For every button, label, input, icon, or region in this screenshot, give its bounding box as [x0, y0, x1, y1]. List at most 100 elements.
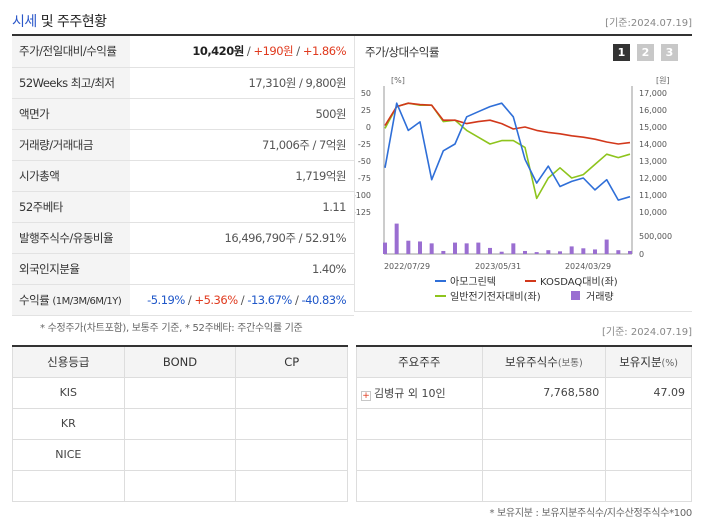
volume-bar — [616, 250, 621, 254]
chart-page-1-button[interactable]: 1 — [613, 44, 630, 61]
volume-bar — [511, 243, 516, 254]
holder-name-cell[interactable]: + 김병규 외 10인 — [356, 376, 483, 409]
chart-title: 주가/상대수익률 — [365, 45, 439, 59]
legend-label: 거래량 — [586, 291, 614, 303]
left-tick-label: -75 — [358, 174, 371, 183]
right-tick-label: 11,000 — [639, 191, 667, 200]
credit-agency: KIS — [12, 376, 125, 409]
legend-label: KOSDAQ대비(좌) — [540, 276, 618, 288]
credit-rating-table: 신용등급 BOND CP KIS KR NICE — [12, 345, 348, 502]
holders-header-name: 주요주주 — [356, 346, 483, 378]
volume-bar — [558, 251, 562, 254]
table-row — [12, 469, 348, 502]
return-1m: -5.19% — [147, 292, 185, 307]
volume-bar — [488, 247, 492, 254]
par-label: 액면가 — [12, 98, 130, 130]
price-value: 10,420원 — [192, 44, 244, 59]
return-label-cell: 수익률 (1M/3M/6M/1Y) — [12, 284, 130, 316]
volume-label: 거래량/거래대금 — [12, 129, 130, 161]
chart-page-2-button[interactable]: 2 — [637, 44, 654, 61]
title-prefix: 시세 — [12, 14, 37, 30]
holder-shares — [481, 407, 607, 440]
return-periods: (1M/3M/6M/1Y) — [52, 295, 122, 307]
weeks-label: 52Weeks 최고/최저 — [12, 67, 130, 99]
table-row — [356, 407, 692, 440]
table-row: 외국인지분율 1.40% — [12, 253, 354, 285]
left-tick-label: -25 — [358, 140, 371, 149]
volume-tick-label: 0 — [639, 250, 644, 259]
holders-header-shares: 보유주식수(보통) — [481, 346, 607, 378]
x-tick-label: 2024/03/29 — [565, 262, 611, 271]
holders-header-pct-unit: (%) — [661, 357, 678, 369]
volume-bar — [429, 243, 434, 254]
holder-shares — [481, 438, 607, 471]
section-header: 시세 및 주주현황 [기준:2024.07.19] — [12, 11, 692, 31]
holder-name[interactable]: 김병규 외 10인 — [374, 386, 446, 400]
volume-bar — [464, 243, 469, 254]
volume-bar — [581, 248, 586, 254]
holder-pct — [605, 469, 692, 502]
credit-agency: KR — [12, 407, 125, 440]
table-row: 주가/전일대비/수익률 10,420원 / +190원 / +1.86% — [12, 36, 354, 68]
price-value-cell: 10,420원 / +190원 / +1.86% — [130, 36, 354, 68]
price-info-table: 주가/전일대비/수익률 10,420원 / +190원 / +1.86% 52W… — [12, 36, 354, 316]
right-tick-label: 17,000 — [639, 89, 667, 98]
volume-bar — [406, 240, 411, 254]
table-row: 거래량/거래대금 71,006주 / 7억원 — [12, 129, 354, 161]
chart-panel: 주가/상대수익률 1 2 3 [%] [원] 50 25 0 -25 -50 -75 -100 -… — [354, 36, 692, 312]
table-row: 발행주식수/유동비율 16,496,790주 / 52.91% — [12, 222, 354, 254]
holders-header-shares-label: 보유주식수 — [504, 354, 558, 369]
right-tick-label: 12,000 — [639, 174, 667, 183]
volume-bar — [418, 241, 422, 254]
price-label: 주가/전일대비/수익률 — [12, 36, 130, 68]
foreign-label: 외국인지분율 — [12, 253, 130, 285]
series-line-kosdaq-relative — [384, 102, 631, 145]
foreign-value: 1.40% — [130, 253, 354, 285]
credit-cp — [235, 376, 348, 409]
chart-page-3-button[interactable]: 3 — [661, 44, 678, 61]
holder-name — [356, 469, 483, 502]
header-divider — [12, 34, 692, 36]
table-header-row: 신용등급 BOND CP — [12, 346, 348, 378]
holder-pct — [605, 438, 692, 471]
left-tick-label: 25 — [361, 106, 371, 115]
mcap-value: 1,719억원 — [130, 160, 354, 192]
major-holders-table: 주요주주 보유주식수(보통) 보유지분(%) + 김병규 외 10인 7,768,… — [356, 345, 692, 502]
return-label: 수익률 — [19, 292, 50, 307]
table-header-row: 주요주주 보유주식수(보통) 보유지분(%) — [356, 346, 692, 378]
holder-name — [356, 407, 483, 440]
table-row: 액면가 500원 — [12, 98, 354, 130]
holders-header-pct-label: 보유지분 — [619, 354, 662, 369]
table-row: 52Weeks 최고/최저 17,310원 / 9,800원 — [12, 67, 354, 99]
right-tick-label: 15,000 — [639, 123, 667, 132]
holder-name — [356, 438, 483, 471]
return-6m: -13.67% — [247, 292, 292, 307]
beta-value: 1.11 — [130, 191, 354, 223]
credit-cp — [235, 469, 348, 502]
table-row — [356, 469, 692, 502]
holders-header-pct: 보유지분(%) — [605, 346, 692, 378]
volume-bar — [499, 251, 504, 254]
left-tick-label: -50 — [358, 157, 371, 166]
credit-cp — [235, 438, 348, 471]
volume-bar — [441, 250, 446, 254]
right-tick-label: 14,000 — [639, 140, 667, 149]
volume-bar — [628, 250, 632, 254]
volume-value: 71,006주 / 7억원 — [130, 129, 354, 161]
volume-bar — [534, 252, 539, 254]
left-tick-label: 50 — [361, 89, 371, 98]
table-row: 52주베타 1.11 — [12, 191, 354, 223]
volume-bar — [476, 242, 481, 254]
x-tick-label: 2023/05/31 — [475, 262, 521, 271]
title-suffix: 주주현황 — [57, 14, 107, 30]
credit-header-rating: 신용등급 — [12, 346, 125, 378]
weeks-value: 17,310원 / 9,800원 — [130, 67, 354, 99]
price-note: * 수정주가(차트포함), 보통주 기준, * 52주베타: 주간수익률 기준 — [40, 323, 303, 334]
volume-bar — [604, 239, 609, 254]
credit-agency: NICE — [12, 438, 125, 471]
right-tick-label: 16,000 — [639, 106, 667, 115]
expand-plus-icon[interactable]: + — [361, 390, 371, 401]
credit-agency — [12, 469, 125, 502]
return-1y: -40.83% — [301, 292, 347, 307]
title-mid: 및 — [36, 14, 58, 30]
